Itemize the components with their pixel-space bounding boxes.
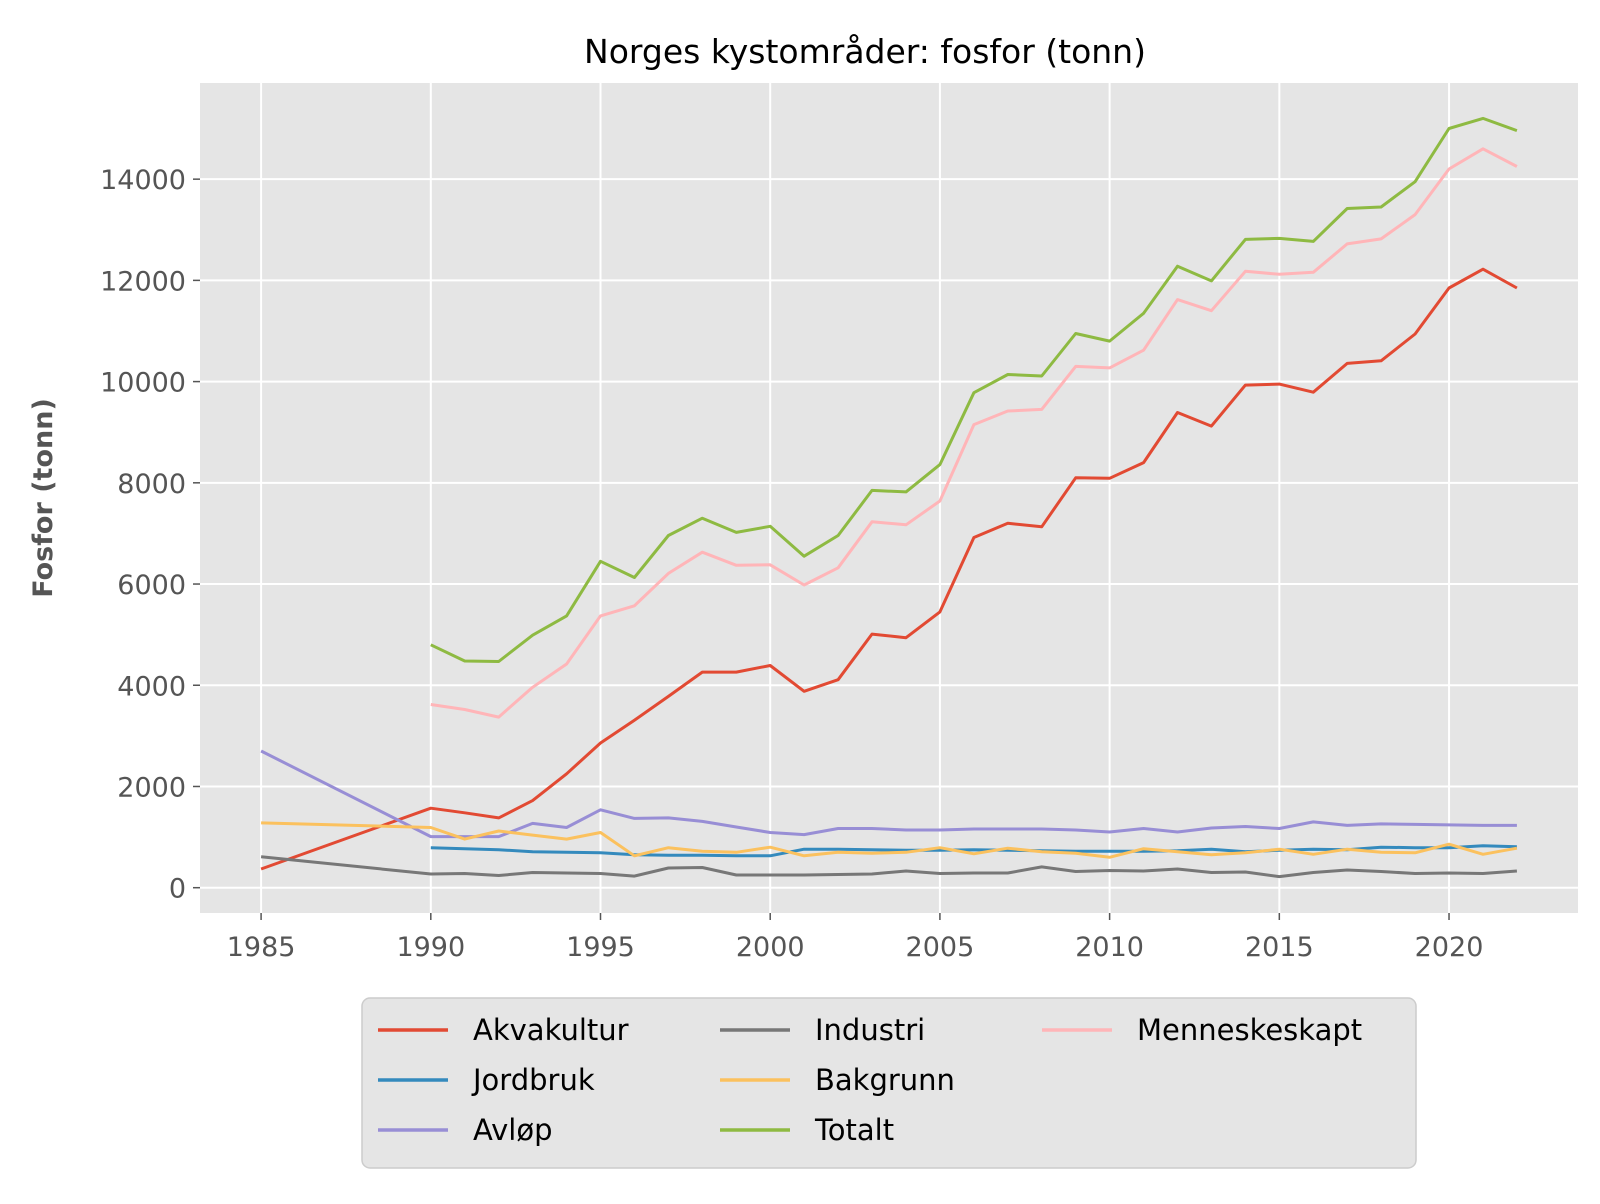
legend-item-menneskeskapt: Menneskeskapt	[1042, 1013, 1362, 1047]
legend: Akvakultur Jordbruk Avløp Industri Bakgrunn T…	[361, 997, 1417, 1169]
series-line-totalt	[430, 116, 1518, 663]
x-tick-label: 2005	[906, 932, 975, 963]
x-tick-label: 2020	[1415, 932, 1484, 963]
plot-area	[200, 83, 1578, 913]
legend-label: Akvakultur	[473, 1013, 629, 1047]
y-tick-label: 2000	[117, 772, 186, 803]
legend-label: Menneskeskapt	[1137, 1013, 1362, 1047]
legend-item-avl-p: Avløp	[378, 1113, 553, 1147]
legend-item-akvakultur: Akvakultur	[378, 1013, 629, 1047]
legend-label: Jordbruk	[471, 1063, 595, 1097]
x-axis-ticks: 1985 1990 1995 2000 2005 2010 2015 2020	[227, 913, 1484, 963]
legend-item-bakgrunn: Bakgrunn	[720, 1063, 955, 1097]
y-tick-label: 8000	[117, 469, 186, 500]
series-line-industri	[260, 855, 1518, 879]
x-tick-label: 1990	[396, 932, 465, 963]
x-tick-label: 1985	[227, 932, 296, 963]
x-tick-label: 1995	[566, 932, 635, 963]
chart-title: Norges kystområder: fosfor (tonn)	[584, 32, 1146, 71]
y-tick-label: 0	[169, 874, 186, 905]
series-line-bakgrunn	[261, 821, 1518, 859]
x-tick-label: 2000	[736, 932, 805, 963]
y-axis-label: Fosfor (tonn)	[28, 398, 59, 598]
series-layer	[260, 116, 1518, 879]
legend-label: Totalt	[814, 1113, 894, 1147]
series-line-menneskeskapt	[430, 147, 1518, 719]
series-line-avl-p	[260, 749, 1517, 839]
legend-item-jordbruk: Jordbruk	[378, 1063, 595, 1097]
x-tick-label: 2015	[1245, 932, 1314, 963]
legend-item-industri: Industri	[720, 1013, 925, 1047]
legend-label: Avløp	[473, 1113, 553, 1147]
legend-label: Industri	[815, 1013, 925, 1047]
x-tick-label: 2010	[1075, 932, 1144, 963]
legend-item-totalt: Totalt	[720, 1113, 894, 1147]
legend-box	[361, 997, 1417, 1169]
y-tick-label: 10000	[100, 368, 186, 399]
y-tick-label: 14000	[100, 165, 186, 196]
y-tick-label: 6000	[117, 570, 186, 601]
y-tick-label: 12000	[100, 266, 186, 297]
series-line-akvakultur	[260, 267, 1518, 871]
y-tick-label: 4000	[117, 671, 186, 702]
grid	[200, 83, 1578, 913]
y-axis-ticks: 0 2000 4000 6000 8000 10000 12000 14000	[100, 165, 200, 905]
legend-label: Bakgrunn	[815, 1063, 955, 1097]
